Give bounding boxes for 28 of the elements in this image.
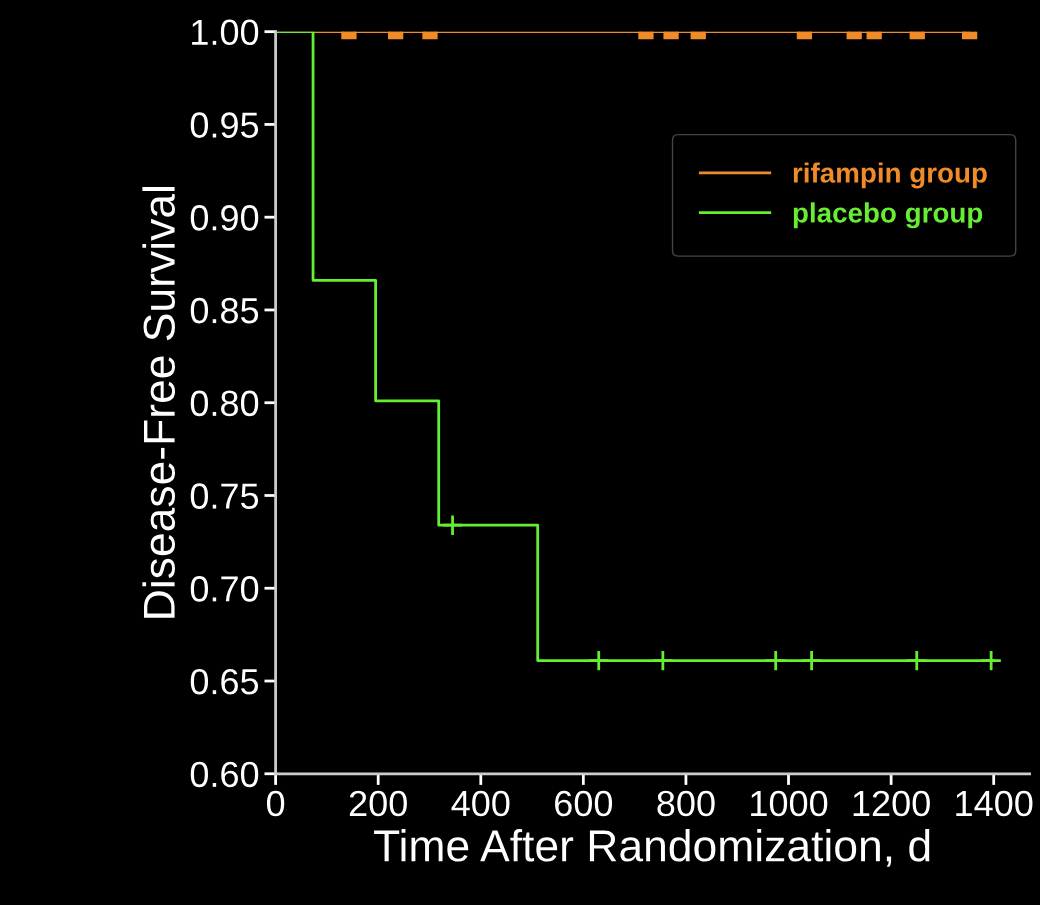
point <box>441 514 464 537</box>
x-tick-label: 1400 <box>956 790 1033 817</box>
y-tick-label: 0.95 <box>190 112 259 138</box>
legend-label: rifampin group <box>793 162 987 189</box>
point <box>764 649 787 672</box>
x-tick-label: 800 <box>657 790 715 817</box>
point <box>651 649 674 672</box>
x-tick-label: 200 <box>349 790 407 817</box>
y-tick-label: 0.80 <box>190 390 259 417</box>
x-tick-label: 0 <box>266 790 285 817</box>
y-tick-label: 0.90 <box>190 205 259 231</box>
x-tick-label: 1200 <box>853 790 930 817</box>
y-tick-label: 1.00 <box>192 19 259 46</box>
point <box>980 649 1003 672</box>
x-tick-label: 1000 <box>751 790 828 817</box>
x-axis-title: Time After Randomization, d <box>374 828 930 867</box>
y-tick-label: 0.60 <box>190 761 259 788</box>
y-tick-label: 0.65 <box>190 668 259 695</box>
point <box>905 649 928 672</box>
y-tick-label: 0.70 <box>190 576 259 602</box>
point <box>587 649 610 672</box>
y-axis-title: Disease-Free Survival <box>142 187 176 618</box>
point <box>800 649 823 672</box>
y-tick-label: 0.75 <box>190 483 259 509</box>
x-tick-label: 400 <box>451 790 510 817</box>
legend-label: placebo group <box>793 202 983 229</box>
y-tick-label: 0.85 <box>190 297 259 324</box>
x-tick-label: 600 <box>555 790 613 817</box>
